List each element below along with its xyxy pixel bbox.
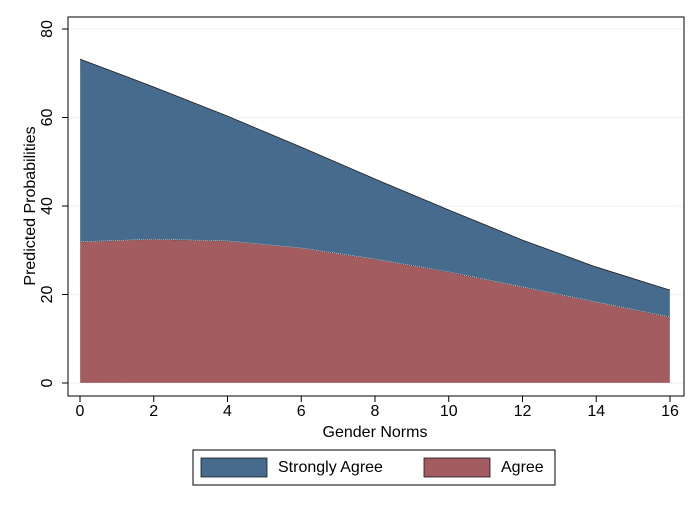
y-tick-label: 20 [39, 286, 56, 304]
x-axis-label: Gender Norms [323, 424, 428, 441]
y-tick-label: 40 [39, 197, 56, 215]
x-tick-label: 6 [297, 403, 306, 420]
legend-swatch [423, 457, 491, 478]
legend-label: Strongly Agree [278, 459, 383, 476]
x-tick-label: 0 [76, 403, 85, 420]
area-edge [79, 58, 671, 291]
y-axis-label: Predicted Probabilities [22, 126, 39, 285]
x-tick-label: 16 [661, 403, 679, 420]
x-tick-label: 4 [223, 403, 232, 420]
y-tick-label: 0 [39, 378, 56, 387]
legend-swatch [200, 457, 268, 478]
x-tick-label: 14 [587, 403, 605, 420]
legend-label: Agree [501, 459, 544, 476]
x-tick-label: 8 [371, 403, 380, 420]
x-tick-label: 10 [440, 403, 458, 420]
y-tick-label: 60 [39, 109, 56, 127]
x-tick-label: 12 [514, 403, 532, 420]
y-tick-label: 80 [39, 20, 56, 38]
x-tick-label: 2 [149, 403, 158, 420]
area [79, 238, 671, 384]
